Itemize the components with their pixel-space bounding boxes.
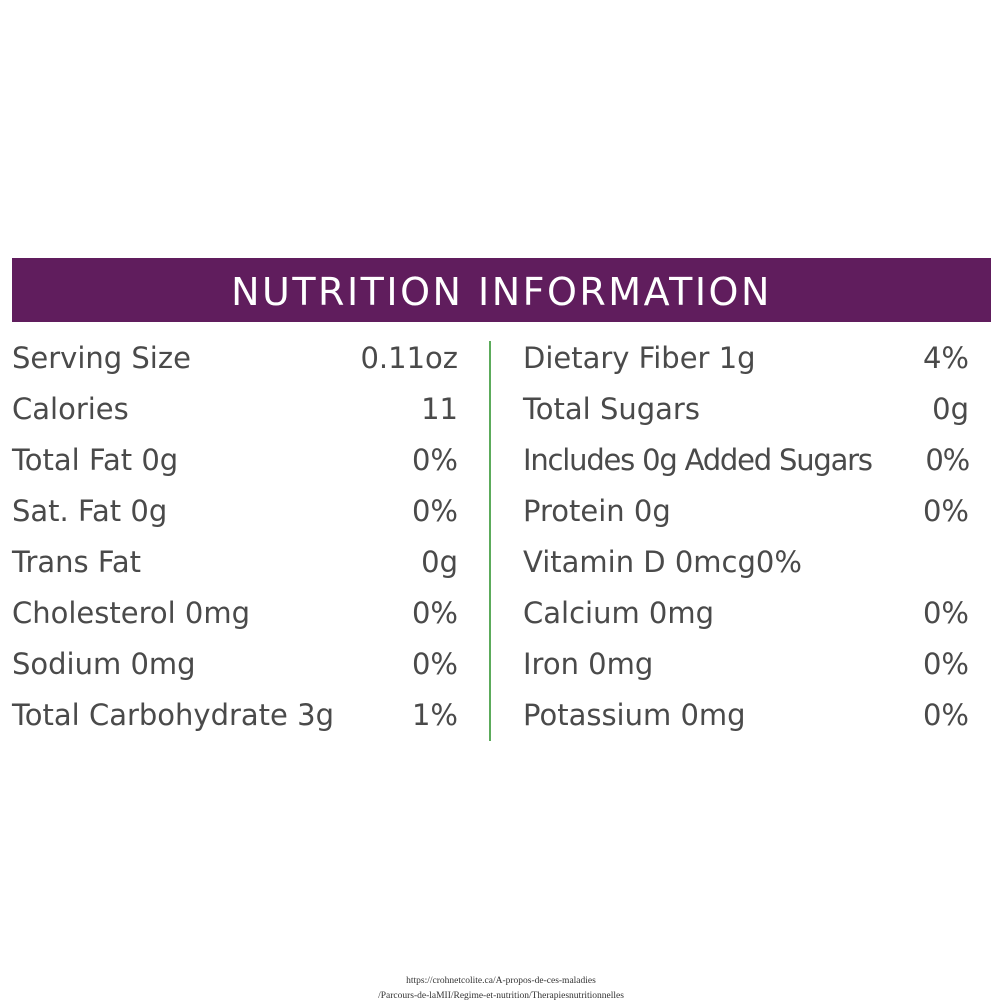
nutrient-row-added-sugars: Includes 0g Added Sugars 0% (523, 435, 970, 486)
nutrient-row-serving-size: Serving Size 0.11oz (12, 333, 458, 384)
column-divider (489, 341, 491, 741)
nutrient-value: 0% (922, 646, 969, 681)
nutrient-label: Sodium 0mg (12, 646, 196, 681)
nutrition-title: NUTRITION INFORMATION (231, 270, 772, 314)
nutrient-value: 0% (922, 697, 969, 732)
nutrient-value: 0g (421, 545, 458, 579)
nutrient-value: 0% (411, 494, 458, 529)
nutrient-value: 0.11oz (360, 341, 458, 376)
nutrient-label: Vitamin D 0mcg0% (523, 545, 802, 579)
source-caption: https://crohnetcolite.ca/A-propos-de-ces… (0, 974, 1002, 1004)
nutrient-label: Trans Fat (12, 545, 142, 579)
nutrient-row-iron: Iron 0mg 0% (523, 638, 969, 689)
nutrient-row-total-carbohydrate: Total Carbohydrate 3g 1% (12, 689, 458, 740)
nutrient-label: Potassium 0mg (523, 697, 746, 732)
nutrient-value: 0% (411, 646, 458, 681)
nutrient-row-trans-fat: Trans Fat 0g (12, 537, 458, 588)
nutrient-label: Sat. Fat 0g (12, 494, 168, 529)
nutrition-left-column: Serving Size 0.11oz Calories 11 Total Fa… (12, 333, 458, 740)
nutrient-row-protein: Protein 0g 0% (523, 486, 969, 537)
nutrient-row-vitamin-d: Vitamin D 0mcg0% (523, 537, 969, 588)
nutrient-value: 0g (932, 392, 969, 427)
nutrient-label: Includes 0g Added Sugars (523, 443, 873, 478)
nutrient-row-total-fat: Total Fat 0g 0% (12, 435, 458, 486)
nutrient-row-calcium: Calcium 0mg 0% (523, 587, 969, 638)
nutrient-row-calories: Calories 11 (12, 384, 458, 435)
nutrition-header-bar: NUTRITION INFORMATION (12, 258, 991, 322)
nutrient-label: Dietary Fiber 1g (523, 341, 756, 376)
nutrient-value: 0% (922, 595, 969, 630)
nutrient-row-sodium: Sodium 0mg 0% (12, 638, 458, 689)
nutrient-label: Protein 0g (523, 494, 671, 529)
source-url-line-2: /Parcours-de-laMII/Regime-et-nutrition/T… (378, 991, 624, 1001)
nutrient-row-dietary-fiber: Dietary Fiber 1g 4% (523, 333, 969, 384)
nutrient-label: Total Fat 0g (12, 443, 179, 478)
nutrient-label: Calories (12, 392, 129, 427)
nutrient-label: Iron 0mg (523, 646, 654, 681)
nutrient-value: 0% (411, 595, 458, 630)
source-url-line-1: https://crohnetcolite.ca/A-propos-de-ces… (406, 976, 596, 986)
nutrient-value: 0% (922, 494, 969, 529)
nutrient-row-potassium: Potassium 0mg 0% (523, 689, 969, 740)
nutrient-label: Serving Size (12, 341, 191, 376)
nutrient-label: Calcium 0mg (523, 595, 715, 630)
nutrient-value: 0% (411, 443, 458, 478)
nutrient-value: 1% (411, 697, 458, 732)
nutrition-right-column: Dietary Fiber 1g 4% Total Sugars 0g Incl… (523, 333, 970, 740)
nutrient-row-total-sugars: Total Sugars 0g (523, 384, 969, 435)
nutrient-label: Total Sugars (523, 392, 700, 427)
nutrient-label: Cholesterol 0mg (12, 595, 251, 630)
nutrient-row-cholesterol: Cholesterol 0mg 0% (12, 587, 458, 638)
nutrient-value: 11 (421, 392, 458, 427)
nutrient-value: 4% (922, 341, 969, 376)
nutrient-value: 0% (925, 443, 970, 478)
nutrient-row-sat-fat: Sat. Fat 0g 0% (12, 486, 458, 537)
nutrient-label: Total Carbohydrate 3g (12, 697, 334, 732)
